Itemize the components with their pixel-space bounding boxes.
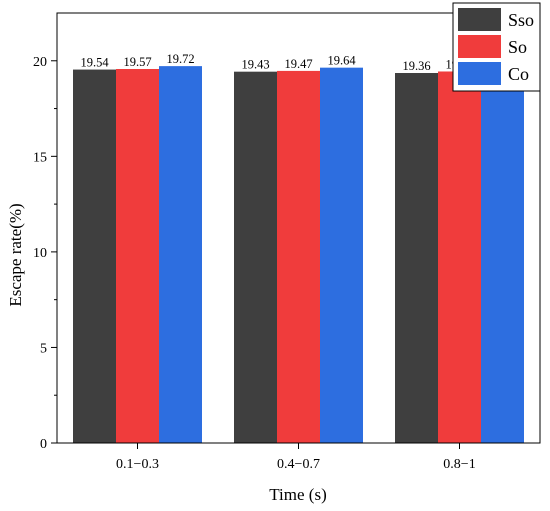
bar-so-2 <box>277 70 320 443</box>
axis-ticks-layer: 0.1−0.3 0.4−0.7 0.8−1 0 5 10 15 20 <box>33 55 476 472</box>
legend-label-so: So <box>508 37 527 57</box>
legend-label-co: Co <box>508 64 529 84</box>
bar-so-1 <box>116 68 159 444</box>
data-label-so-1: 19.57 <box>123 55 151 69</box>
y-axis-title: Escape rate(%) <box>6 203 25 306</box>
y-tick-label-0: 0 <box>40 437 47 452</box>
bar-so-3 <box>438 71 481 443</box>
x-tick-label-2: 0.4−0.7 <box>277 457 320 472</box>
bars-layer <box>73 66 524 444</box>
x-tick-label-1: 0.1−0.3 <box>116 457 159 472</box>
bar-sso-2 <box>234 71 277 443</box>
x-axis-title: Time (s) <box>269 485 326 504</box>
y-tick-label-20: 20 <box>33 55 47 70</box>
data-label-co-1: 19.72 <box>166 52 194 66</box>
x-tick-label-3: 0.8−1 <box>443 457 475 472</box>
bar-co-2 <box>320 67 363 443</box>
data-label-sso-3: 19.36 <box>402 59 430 73</box>
bar-co-3 <box>481 66 524 444</box>
data-label-co-2: 19.64 <box>327 54 356 68</box>
bar-co-1 <box>159 66 202 443</box>
data-label-sso-1: 19.54 <box>80 56 109 70</box>
legend-label-sso: Sso <box>508 10 534 30</box>
y-tick-label-15: 15 <box>33 150 47 165</box>
data-label-sso-2: 19.43 <box>241 58 269 72</box>
bar-sso-3 <box>395 73 438 444</box>
data-label-so-2: 19.47 <box>284 57 312 71</box>
legend: Sso So Co <box>452 2 541 92</box>
y-tick-label-10: 10 <box>33 246 47 261</box>
bar-sso-1 <box>73 69 116 444</box>
legend-swatch-sso <box>458 8 501 31</box>
legend-swatch-so <box>458 35 501 58</box>
legend-swatch-co <box>458 62 501 85</box>
y-tick-label-5: 5 <box>40 341 47 356</box>
